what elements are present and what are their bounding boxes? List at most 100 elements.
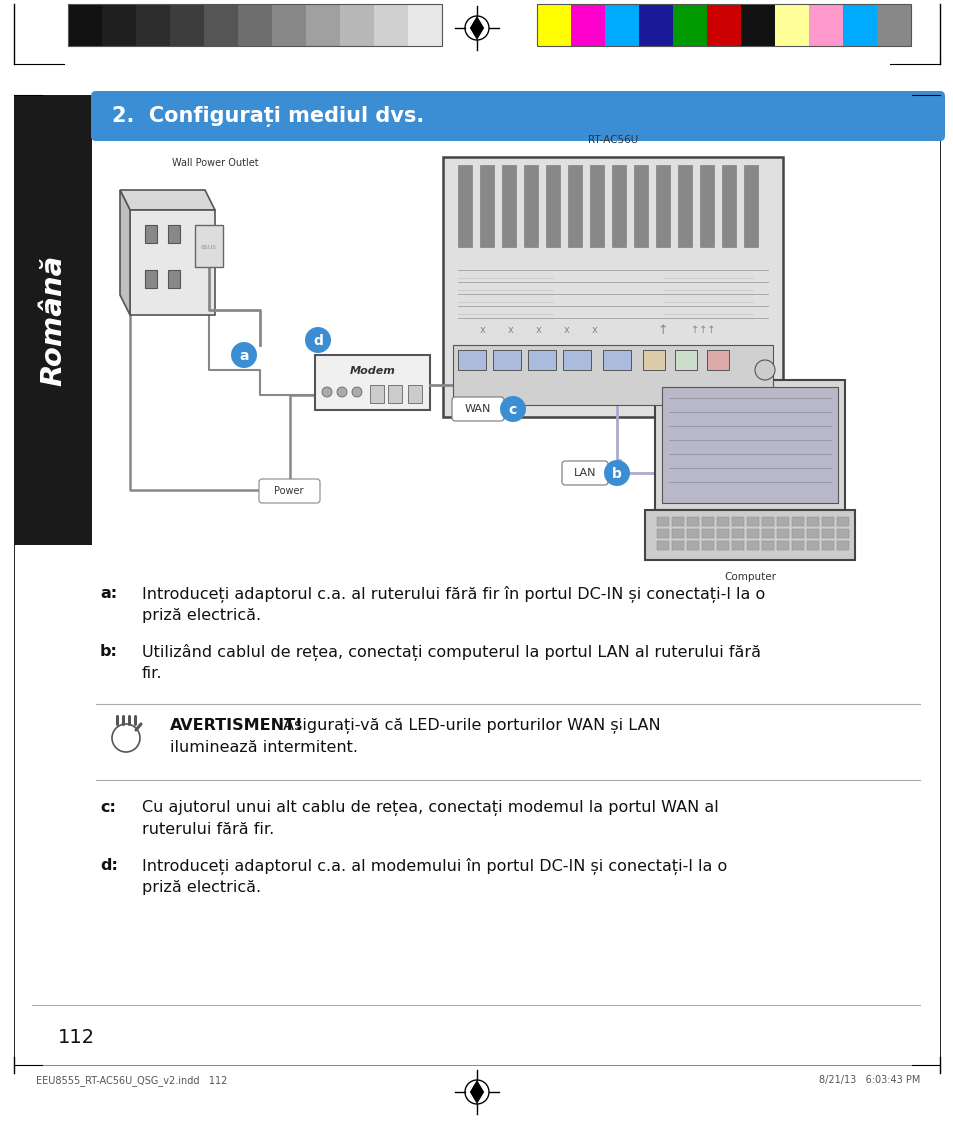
Bar xyxy=(731,541,743,550)
Text: LAN: LAN xyxy=(573,468,596,478)
Bar xyxy=(68,4,441,46)
Bar xyxy=(671,517,683,526)
Text: fir.: fir. xyxy=(142,666,162,681)
Bar xyxy=(717,541,728,550)
Bar xyxy=(102,4,136,46)
Bar xyxy=(339,4,374,46)
Bar xyxy=(642,350,664,369)
Text: b: b xyxy=(612,467,621,481)
Bar xyxy=(306,4,339,46)
Bar xyxy=(457,350,485,369)
Bar xyxy=(746,541,759,550)
Text: c: c xyxy=(508,403,517,417)
Bar xyxy=(821,517,833,526)
Circle shape xyxy=(322,387,332,398)
Text: x: x xyxy=(479,325,485,335)
Text: 2.  Configurați mediul dvs.: 2. Configurați mediul dvs. xyxy=(112,106,424,127)
FancyBboxPatch shape xyxy=(452,398,503,421)
Polygon shape xyxy=(130,210,214,314)
Bar xyxy=(527,350,556,369)
Bar xyxy=(545,165,559,247)
Bar xyxy=(791,541,803,550)
FancyBboxPatch shape xyxy=(258,480,319,503)
Bar xyxy=(671,529,683,538)
Polygon shape xyxy=(120,190,130,314)
Text: a: a xyxy=(239,349,249,363)
Bar xyxy=(731,517,743,526)
Text: d:: d: xyxy=(100,858,118,873)
Bar xyxy=(493,350,520,369)
Bar xyxy=(136,4,170,46)
Bar xyxy=(457,165,472,247)
Text: b:: b: xyxy=(100,643,118,659)
Bar xyxy=(571,4,604,46)
Bar xyxy=(671,541,683,550)
Text: WAN: WAN xyxy=(464,404,491,414)
Text: x: x xyxy=(508,325,514,335)
Text: Modem: Modem xyxy=(349,366,395,376)
Circle shape xyxy=(499,396,525,422)
Bar xyxy=(14,95,91,545)
Bar xyxy=(731,529,743,538)
Bar xyxy=(774,4,808,46)
Bar xyxy=(145,270,157,287)
Polygon shape xyxy=(469,1080,484,1104)
Bar xyxy=(743,165,758,247)
Bar xyxy=(761,517,773,526)
Bar xyxy=(706,350,728,369)
Bar xyxy=(776,529,788,538)
Bar xyxy=(567,165,581,247)
Bar xyxy=(717,517,728,526)
Bar xyxy=(836,517,848,526)
Text: 112: 112 xyxy=(58,1028,95,1047)
Text: x: x xyxy=(536,325,541,335)
Text: AVERTISMENT!: AVERTISMENT! xyxy=(170,718,303,733)
Bar xyxy=(791,517,803,526)
Text: 8/21/13   6:03:43 PM: 8/21/13 6:03:43 PM xyxy=(818,1075,919,1085)
Bar xyxy=(821,541,833,550)
Bar xyxy=(204,4,237,46)
Circle shape xyxy=(754,360,774,380)
Circle shape xyxy=(603,460,629,486)
Text: ↑↑↑: ↑↑↑ xyxy=(690,325,715,335)
Text: ruterului fără fir.: ruterului fără fir. xyxy=(142,822,274,837)
Bar xyxy=(634,165,647,247)
Bar xyxy=(272,4,306,46)
Bar xyxy=(686,529,699,538)
FancyBboxPatch shape xyxy=(91,91,944,141)
Text: Română: Română xyxy=(39,255,67,385)
Circle shape xyxy=(231,343,256,368)
Bar xyxy=(68,4,102,46)
Bar xyxy=(701,529,713,538)
Bar xyxy=(589,165,603,247)
Bar xyxy=(740,4,774,46)
Bar xyxy=(661,387,837,503)
Circle shape xyxy=(305,327,331,353)
Bar xyxy=(145,225,157,243)
Bar xyxy=(194,225,223,267)
Bar xyxy=(806,529,818,538)
Bar xyxy=(836,529,848,538)
Bar xyxy=(537,4,910,46)
Text: Wall Power Outlet: Wall Power Outlet xyxy=(172,158,258,168)
Bar xyxy=(453,345,772,405)
Text: ↑: ↑ xyxy=(657,323,667,337)
Bar xyxy=(655,380,844,510)
Bar xyxy=(388,385,401,403)
Bar xyxy=(721,165,735,247)
Polygon shape xyxy=(469,16,484,40)
Text: RT-AC56U: RT-AC56U xyxy=(587,135,638,145)
Bar xyxy=(523,165,537,247)
Bar xyxy=(876,4,910,46)
Text: x: x xyxy=(563,325,569,335)
Bar xyxy=(706,4,740,46)
Bar xyxy=(678,165,691,247)
Bar xyxy=(657,541,668,550)
Bar xyxy=(314,355,430,410)
Bar xyxy=(808,4,842,46)
Bar xyxy=(562,350,590,369)
Bar xyxy=(657,529,668,538)
Bar xyxy=(806,541,818,550)
Text: Cu ajutorul unui alt cablu de rețea, conectați modemul la portul WAN al: Cu ajutorul unui alt cablu de rețea, con… xyxy=(142,800,718,816)
Bar xyxy=(821,529,833,538)
